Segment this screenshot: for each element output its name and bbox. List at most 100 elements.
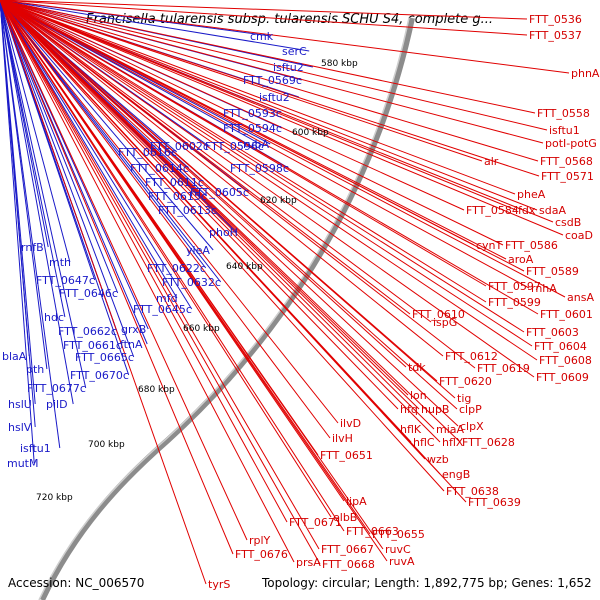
reverse-gene-connector: [0, 0, 36, 428]
forward-gene-label: FTT_0536: [529, 13, 582, 26]
kbp-marker-label: 580 kbp: [321, 59, 358, 69]
forward-gene-connector: [0, 0, 570, 74]
forward-gene-label: ansA: [567, 291, 594, 304]
reverse-gene-connector: [0, 0, 310, 52]
label-connectors: [0, 0, 570, 585]
forward-gene-connector: [0, 0, 564, 236]
reverse-gene-connector: [0, 0, 87, 389]
forward-gene-label: ilvH: [332, 432, 353, 445]
reverse-gene-label: yleA: [186, 244, 210, 257]
forward-gene-connector: [0, 0, 516, 195]
forward-gene-label: FTT_0655: [372, 528, 425, 541]
backbone-arc: [39, 17, 415, 600]
forward-gene-label: FTT_0608: [539, 354, 592, 367]
forward-gene-label: FTT_0628: [462, 436, 515, 449]
topology-summary: Topology: circular; Length: 1,892,775 bp…: [261, 576, 592, 590]
forward-gene-connector: [0, 0, 538, 211]
forward-gene-label: FTT_0671: [289, 516, 342, 529]
reverse-gene-label: mfd: [156, 292, 178, 305]
forward-gene-connector: [0, 0, 533, 347]
forward-gene-label: FTT_0599: [488, 296, 541, 309]
forward-gene-connector: [0, 0, 295, 563]
forward-gene-label: hflC: [413, 436, 435, 449]
forward-gene-label: FTT_0604: [534, 340, 587, 353]
forward-gene-connector: [0, 0, 530, 289]
reverse-gene-label: FTT_0632c: [162, 276, 221, 289]
forward-gene-label: FTT_0639: [468, 496, 521, 509]
reverse-gene-connector: [0, 0, 193, 310]
forward-gene-label: FTT_0589: [526, 265, 579, 278]
forward-gene-connector: [0, 0, 248, 541]
reverse-gene-label: FTT_0594c: [223, 122, 282, 135]
forward-gene-connector: [0, 0, 388, 562]
reverse-gene-label: pth: [26, 363, 44, 376]
forward-gene-connector: [0, 0, 441, 443]
reverse-gene-connector: [0, 0, 214, 251]
reverse-gene-label: FTT_0677c: [27, 382, 86, 395]
forward-gene-connector: [0, 0, 320, 550]
forward-gene-connector: [0, 0, 461, 443]
reverse-gene-label: FTT_0593c: [223, 107, 282, 120]
reverse-gene-label: FTT_0615c: [148, 190, 207, 203]
reverse-gene-label: FTT_0647c: [36, 274, 95, 287]
reverse-gene-connector: [0, 0, 61, 449]
forward-gene-connector: [0, 0, 321, 565]
reverse-gene-label: serC: [282, 45, 307, 58]
accession-text: Accession: NC_006570: [8, 576, 144, 590]
forward-gene-connector: [0, 0, 525, 333]
forward-gene-connector: [0, 0, 288, 523]
forward-gene-label: lon: [410, 389, 427, 402]
reverse-gene-connector: [0, 0, 222, 283]
forward-gene-connector: [0, 0, 420, 410]
forward-gene-connector: [0, 0, 207, 585]
forward-gene-label: miaA: [436, 423, 465, 436]
forward-gene-connector: [0, 0, 539, 315]
forward-gene-connector: [0, 0, 458, 410]
forward-gene-label: tig: [457, 392, 471, 405]
reverse-gene-label: FTT_0665c: [75, 351, 134, 364]
forward-gene-connector: [0, 0, 535, 378]
reverse-gene-connector: [0, 0, 66, 318]
forward-gene-connector: [0, 0, 445, 492]
forward-gene-label: FTT_0603: [526, 326, 579, 339]
forward-gene-connector: [0, 0, 467, 503]
forward-gene-label: wzb: [427, 453, 449, 466]
kbp-marker-label: 680 kbp: [138, 385, 175, 395]
forward-gene-label: prsA: [296, 556, 321, 569]
reverse-gene-label: isftu1: [20, 442, 51, 455]
backbone-highlight: [38, 17, 410, 600]
forward-gene-connector: [0, 0, 538, 361]
forward-gene-label: FTT_0663: [346, 525, 399, 538]
forward-gene-connector: [0, 0, 539, 162]
reverse-gene-label: FTT_0661c: [63, 339, 122, 352]
forward-gene-connector: [0, 0, 504, 246]
forward-gene-label: clpP: [459, 403, 482, 416]
reverse-gene-label: FTT_0602c: [150, 140, 209, 153]
forward-gene-connector: [0, 0, 483, 162]
reverse-gene-connector: [0, 0, 119, 294]
forward-gene-label: FTT_0586: [505, 239, 558, 252]
reverse-gene-label: hdc: [44, 311, 64, 324]
forward-gene-connector: [0, 0, 548, 131]
forward-gene-connector: [0, 0, 234, 555]
forward-gene-label: FTT_0568: [540, 155, 593, 168]
forward-gene-connector: [0, 0, 456, 399]
forward-gene-connector: [0, 0, 332, 518]
reverse-gene-label: rubA: [243, 138, 269, 151]
forward-gene-label: coaD: [565, 229, 593, 242]
forward-gene-label: ilvD: [340, 417, 361, 430]
reverse-gene-label: FTT_0616c: [118, 146, 177, 159]
reverse-gene-connector: [0, 0, 135, 358]
forward-gene-label: FTT_0620: [439, 375, 492, 388]
forward-gene-connector: [0, 0, 536, 114]
forward-gene-label: FTT_0597: [488, 280, 541, 293]
reverse-gene-label: pilD: [46, 398, 68, 411]
reverse-gene-label: FTT_0598c: [230, 162, 289, 175]
reverse-gene-label: mth: [49, 256, 71, 269]
forward-gene-connector: [0, 0, 339, 424]
reverse-gene-label: ftnA: [120, 338, 143, 351]
reverse-gene-connector: [0, 0, 71, 263]
forward-gene-label: FTT_0558: [537, 107, 590, 120]
reverse-gene-connector: [0, 0, 35, 464]
reverse-gene-label: FTT_0569c: [243, 74, 302, 87]
